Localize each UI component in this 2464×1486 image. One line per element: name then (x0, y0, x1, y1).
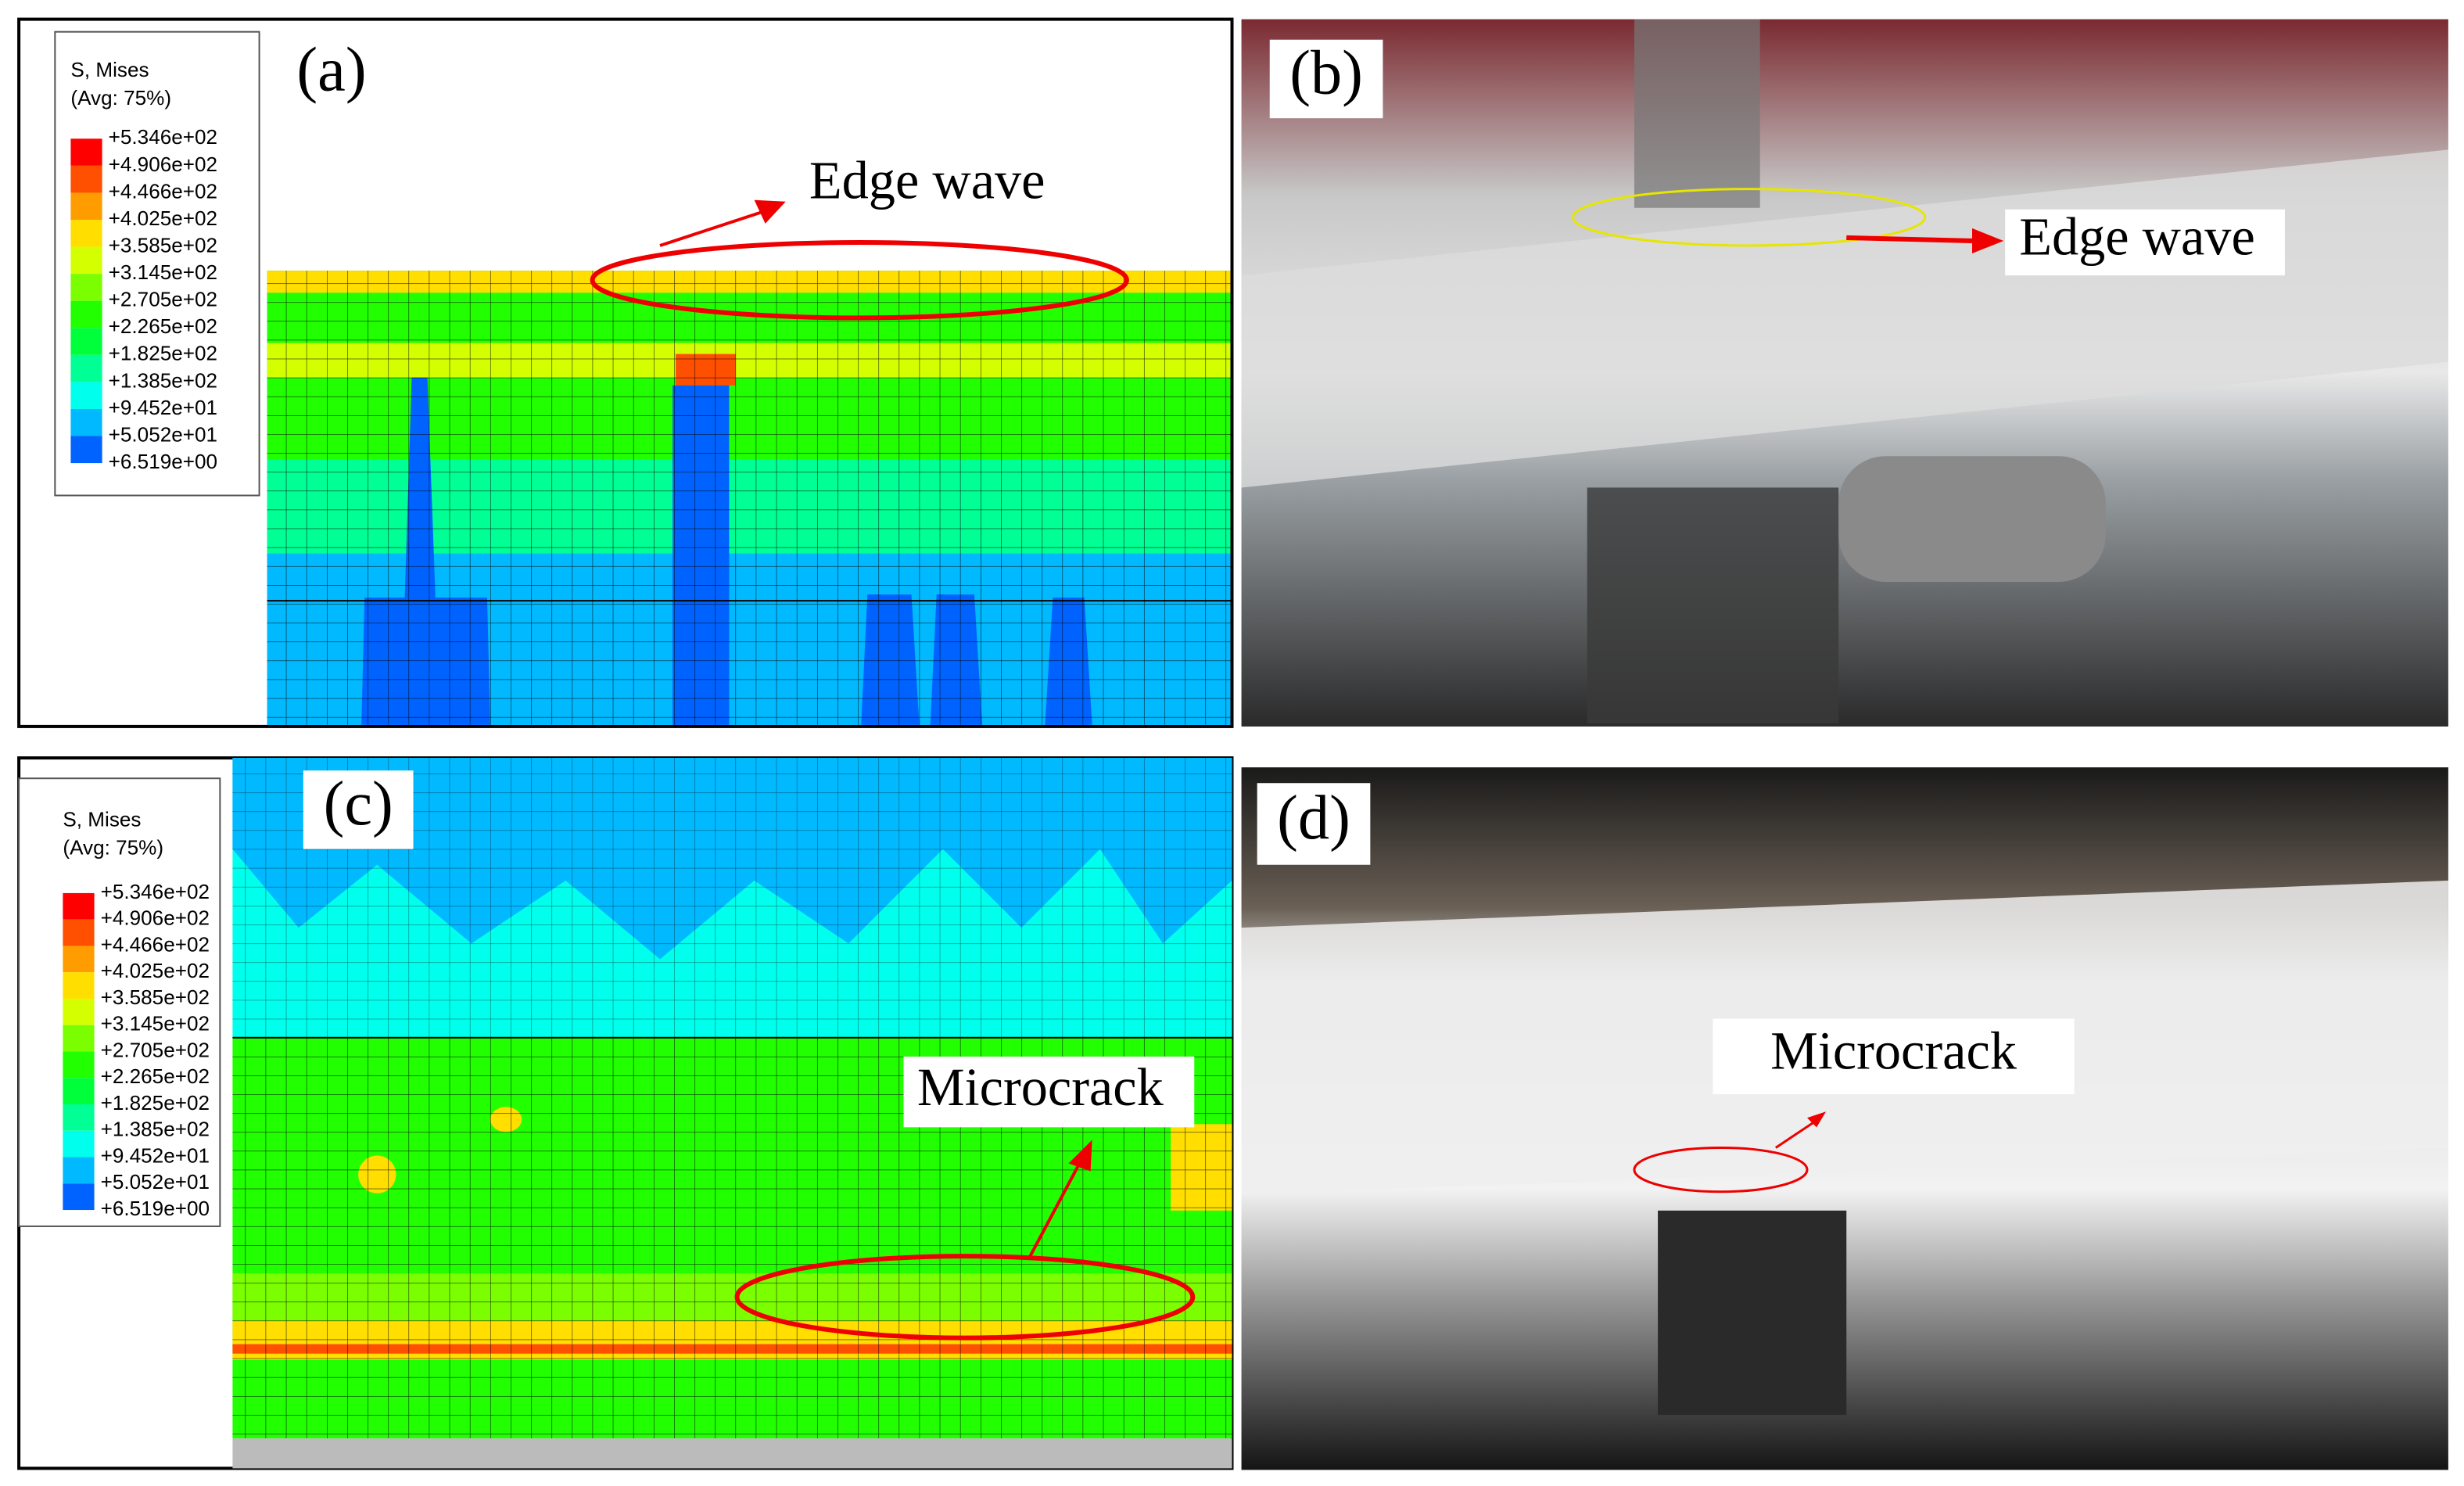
legend-swatch (63, 1051, 95, 1079)
legend-title: S, Mises (70, 58, 149, 81)
legend-swatch (70, 165, 102, 193)
legend-value: +4.466e+02 (109, 179, 217, 203)
legend-swatch (63, 1157, 95, 1184)
legend-value: +5.052e+01 (109, 422, 217, 446)
legend-value: +2.705e+02 (101, 1038, 210, 1061)
legend-swatch (70, 382, 102, 409)
panel-d: (d) Microcrack (1241, 767, 2448, 1470)
legend-value: +3.145e+02 (101, 1012, 210, 1036)
panel-label: (c) (324, 769, 393, 838)
legend-swatch (63, 1078, 95, 1104)
legend-value: +4.906e+02 (101, 906, 210, 930)
legend-value: +2.265e+02 (109, 314, 217, 338)
legend-value: +4.025e+02 (109, 206, 217, 230)
legend-swatch (63, 1104, 95, 1131)
legend-value: +4.466e+02 (101, 932, 210, 956)
legend-value: +1.825e+02 (109, 342, 217, 365)
legend-swatch (63, 1025, 95, 1052)
legend-value: +5.346e+02 (109, 125, 217, 149)
legend-value: +3.585e+02 (101, 985, 210, 1009)
legend-value: +2.705e+02 (109, 288, 217, 311)
legend-subtitle: (Avg: 75%) (70, 86, 171, 109)
legend-value: +3.145e+02 (109, 260, 217, 284)
annotation: Microcrack (1770, 1021, 2017, 1081)
annotation: Microcrack (917, 1057, 1164, 1117)
legend-value: +9.452e+01 (109, 396, 217, 419)
legend-swatch (63, 946, 95, 973)
panel-label: (b) (1289, 38, 1363, 107)
legend-value: +6.519e+00 (101, 1197, 210, 1220)
legend-value: +2.265e+02 (101, 1064, 210, 1088)
legend-swatch (63, 998, 95, 1025)
panel-a: S, Mises (Avg: 75%) +5.346e+02 +4.906e+02 +4… (17, 17, 1234, 728)
legend-subtitle: (Avg: 75%) (63, 836, 163, 860)
legend-swatch (70, 436, 102, 464)
legend-swatch (70, 220, 102, 247)
panel-b: (b) Edge wave (1241, 19, 2448, 727)
legend-swatch (70, 328, 102, 355)
legend-value: +6.519e+00 (109, 450, 217, 473)
legend-value: +4.025e+02 (101, 959, 210, 982)
legend-swatch (70, 192, 102, 221)
legend-swatch (63, 1130, 95, 1158)
legend-swatch (63, 919, 95, 946)
legend-title: S, Mises (63, 807, 141, 831)
legend-value: +5.052e+01 (101, 1170, 210, 1193)
legend-swatch (70, 300, 102, 328)
legend-value: +1.385e+02 (101, 1118, 210, 1141)
legend-swatch (63, 1183, 95, 1211)
legend-swatch (70, 138, 102, 166)
panel-label: (d) (1277, 783, 1350, 852)
legend-value: +9.452e+01 (101, 1143, 210, 1167)
legend-swatch (63, 972, 95, 999)
legend-swatch (63, 892, 95, 920)
panel-label: (a) (296, 34, 366, 104)
legend-value: +3.585e+02 (109, 233, 217, 257)
legend-value: +1.825e+02 (101, 1091, 210, 1114)
legend-value: +4.906e+02 (109, 153, 217, 176)
legend-value: +1.385e+02 (109, 368, 217, 392)
panel-c: S, Mises(Avg: 75%)+5.346e+02+4.906e+02+4… (17, 756, 1234, 1470)
legend-swatch (70, 246, 102, 275)
legend-swatch (70, 274, 102, 301)
legend-swatch (70, 354, 102, 382)
legend-value: +5.346e+02 (101, 880, 210, 903)
annotation: Edge wave (809, 150, 1045, 210)
legend-swatch (70, 408, 102, 436)
annotation: Edge wave (2019, 207, 2255, 267)
